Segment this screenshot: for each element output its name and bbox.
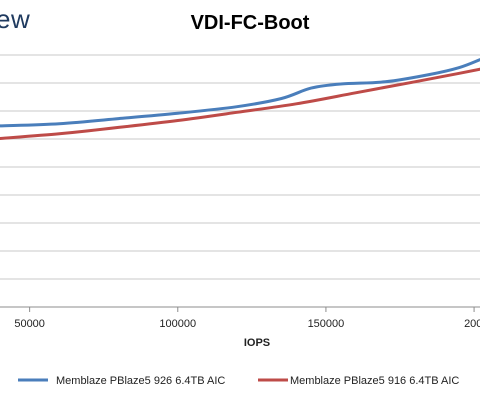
x-tick-label: 50000: [14, 318, 45, 330]
x-tick-labels: 50000 100000 150000 200: [14, 307, 480, 330]
legend-label-2: Memblaze PBlaze5 916 6.4TB AIC: [290, 375, 459, 387]
gridlines: [0, 54, 480, 308]
x-tick-label: 100000: [159, 318, 196, 330]
legend-label-1: Memblaze PBlaze5 926 6.4TB AIC: [56, 375, 225, 387]
series-line-2: [0, 67, 480, 140]
logo-fragment: ew: [0, 4, 31, 34]
legend: Memblaze PBlaze5 926 6.4TB AIC Memblaze P…: [18, 375, 459, 387]
chart-title: VDI-FC-Boot: [190, 12, 310, 34]
x-tick-label: 150000: [308, 318, 345, 330]
series-lines: [0, 58, 480, 140]
x-tick-label: 200: [464, 318, 480, 330]
x-axis-label: IOPS: [244, 337, 270, 349]
series-line-1: [0, 58, 480, 128]
